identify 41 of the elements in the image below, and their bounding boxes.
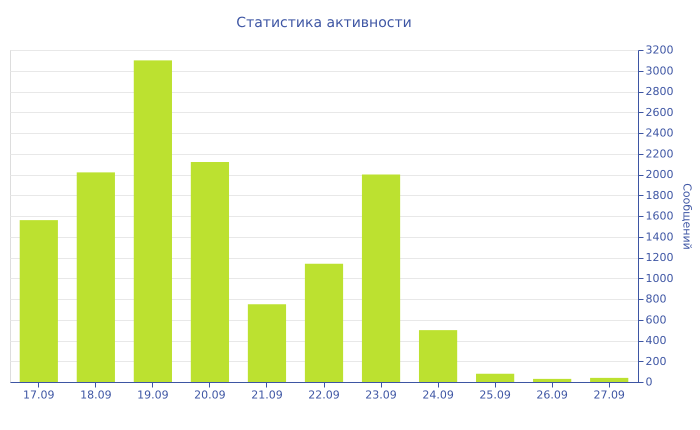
x-tick-label: 19.09: [137, 388, 169, 402]
chart-title: Статистика активности: [236, 15, 412, 31]
x-tick-label: 17.09: [23, 388, 55, 402]
bar: [304, 264, 344, 382]
bar: [533, 378, 572, 382]
x-tick-label: 26.09: [536, 388, 568, 402]
bar: [134, 60, 172, 382]
y-tick-label: 3200: [646, 44, 674, 56]
y-tick-label: 1600: [646, 210, 674, 222]
y-tick-label: 1400: [646, 230, 674, 244]
y-tick-label: 2400: [646, 126, 674, 140]
y-tick-label: 600: [646, 313, 666, 326]
x-tick-label: 22.09: [308, 388, 340, 402]
bar: [248, 304, 286, 382]
y-tick-label: 1800: [646, 188, 674, 202]
x-tick-label: 21.09: [251, 388, 283, 402]
x-tick-label: 24.09: [422, 388, 454, 402]
y-tick-label: 800: [646, 292, 666, 306]
bar: [20, 220, 58, 382]
bar: [418, 330, 458, 382]
bar: [476, 374, 514, 382]
x-tick-label: 27.09: [593, 388, 625, 402]
x-tick-label: 25.09: [479, 388, 511, 402]
x-tick-label: 20.09: [194, 388, 226, 402]
y-tick-label: 2600: [646, 106, 674, 119]
y-axis-title: Сообщений: [680, 183, 694, 250]
x-tick-label: 23.09: [365, 388, 397, 402]
y-tick-label: 200: [646, 354, 666, 368]
y-tick-label: 3000: [646, 64, 674, 78]
y-tick-label: 0: [646, 376, 652, 388]
y-tick-label: 400: [646, 334, 666, 347]
y-tick-label: 2000: [646, 168, 674, 181]
x-tick-label: 18.09: [80, 388, 112, 402]
bar: [362, 174, 400, 382]
bar: [190, 162, 230, 382]
y-tick-label: 1200: [646, 251, 674, 264]
bar: [590, 378, 628, 382]
bar: [76, 172, 115, 382]
y-tick-label: 1000: [646, 272, 674, 285]
y-tick-label: 2800: [646, 85, 674, 98]
y-tick-label: 2200: [646, 147, 674, 160]
